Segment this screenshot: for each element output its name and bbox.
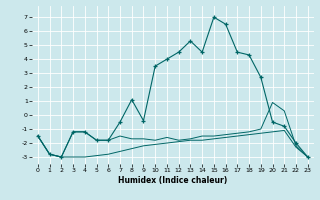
X-axis label: Humidex (Indice chaleur): Humidex (Indice chaleur)	[118, 176, 228, 185]
